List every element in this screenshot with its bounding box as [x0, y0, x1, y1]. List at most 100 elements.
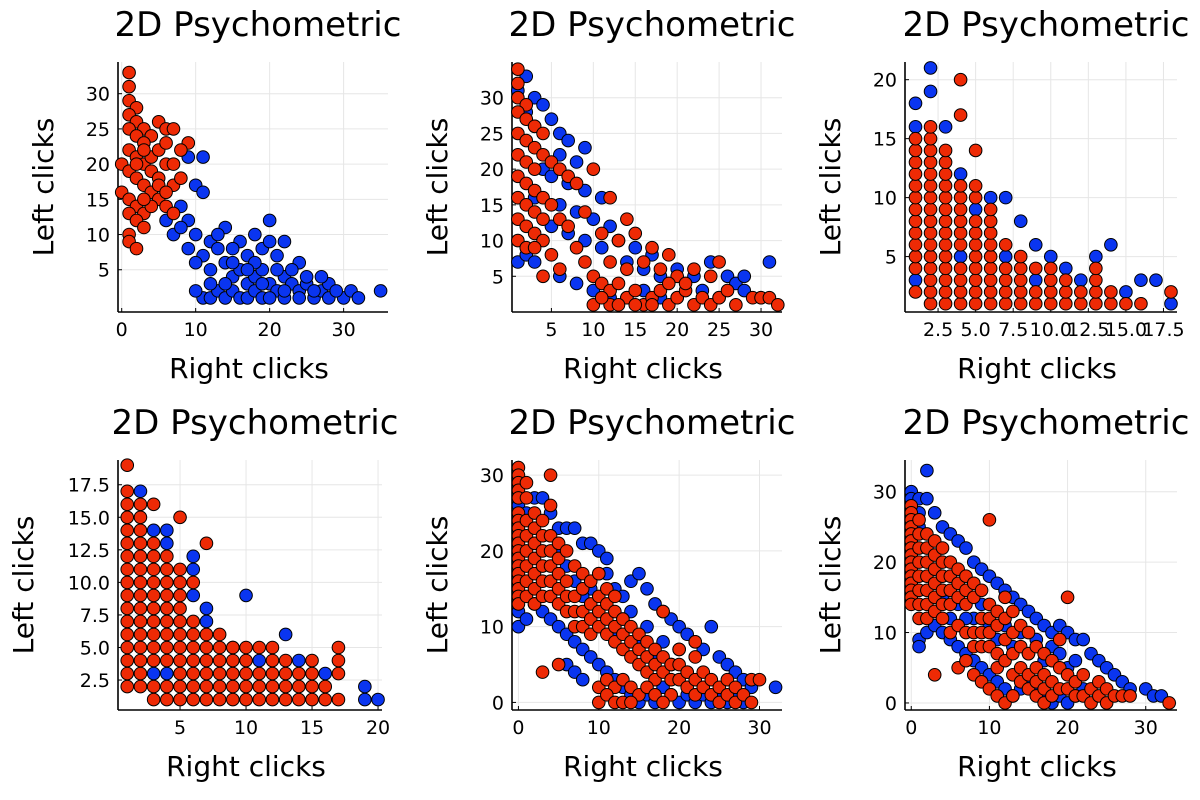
- data-point: [239, 666, 253, 681]
- data-point: [120, 575, 135, 590]
- data-point: [771, 298, 785, 312]
- data-point: [133, 562, 148, 577]
- data-point: [737, 269, 752, 284]
- data-point: [1006, 689, 1020, 703]
- data-point: [160, 666, 174, 681]
- data-point: [923, 167, 938, 181]
- data-point: [160, 523, 174, 538]
- data-point: [620, 262, 634, 276]
- data-point: [953, 273, 968, 287]
- data-point: [173, 614, 187, 629]
- data-point: [1013, 296, 1028, 311]
- data-point: [672, 642, 686, 657]
- data-point: [186, 666, 201, 681]
- data-point: [1013, 261, 1028, 276]
- y-axis-label: Left clicks: [814, 516, 847, 655]
- data-point: [1104, 237, 1118, 252]
- y-tick-label: 30: [86, 84, 110, 106]
- data-point: [983, 285, 998, 299]
- data-point: [196, 150, 210, 164]
- data-point: [912, 513, 926, 527]
- data-point: [122, 79, 136, 94]
- data-point: [927, 667, 942, 682]
- data-point: [923, 84, 938, 99]
- data-point: [908, 96, 923, 111]
- data-point: [252, 653, 267, 668]
- data-point: [923, 143, 938, 158]
- y-tick-label: 0: [492, 692, 504, 714]
- data-point: [998, 249, 1013, 264]
- data-point: [908, 120, 923, 134]
- data-point: [938, 167, 953, 181]
- data-point: [146, 692, 161, 707]
- data-point: [662, 248, 676, 262]
- data-point: [923, 249, 938, 264]
- data-point: [173, 562, 187, 577]
- data-point: [968, 214, 983, 228]
- data-point: [146, 575, 161, 590]
- data-point: [265, 679, 280, 694]
- data-point: [120, 497, 135, 512]
- data-point: [146, 601, 161, 616]
- data-point: [569, 240, 584, 255]
- y-tick-label: 30: [480, 465, 504, 487]
- data-point: [983, 296, 998, 311]
- data-point: [983, 226, 998, 240]
- data-point: [239, 588, 253, 603]
- data-point: [1089, 261, 1103, 276]
- data-point: [640, 581, 654, 596]
- y-tick-label: 5.0: [80, 638, 110, 660]
- data-point: [1028, 261, 1043, 276]
- data-point: [1134, 273, 1148, 287]
- data-point: [678, 276, 693, 291]
- data-point: [278, 692, 293, 707]
- data-point: [133, 510, 148, 525]
- data-point: [703, 269, 718, 284]
- data-point: [129, 157, 144, 171]
- data-point: [608, 589, 622, 604]
- data-point: [912, 639, 926, 654]
- x-tick-label: 10: [234, 717, 258, 739]
- data-point: [511, 76, 525, 91]
- data-point: [720, 283, 735, 298]
- data-point: [923, 131, 938, 146]
- x-tick-label: 30: [747, 717, 771, 739]
- data-point: [186, 679, 201, 694]
- data-point: [226, 640, 240, 655]
- data-point: [923, 179, 938, 193]
- data-point: [160, 640, 174, 655]
- data-point: [270, 262, 284, 277]
- data-point: [968, 179, 983, 193]
- y-tick-label: 5: [492, 266, 504, 288]
- data-point: [704, 619, 719, 634]
- y-tick-label: 25: [86, 119, 110, 141]
- data-point: [199, 640, 214, 655]
- data-point: [628, 226, 643, 241]
- data-point: [569, 176, 584, 191]
- data-point: [594, 226, 609, 241]
- data-point: [218, 277, 233, 291]
- data-point: [1013, 214, 1028, 228]
- data-point: [567, 521, 582, 535]
- data-point: [908, 202, 923, 217]
- data-point: [188, 284, 203, 298]
- data-point: [318, 679, 333, 694]
- data-point: [1058, 296, 1073, 311]
- data-point: [923, 155, 938, 170]
- data-point: [146, 562, 161, 577]
- data-point: [299, 269, 314, 284]
- data-point: [278, 627, 293, 642]
- data-point: [318, 666, 333, 681]
- data-point: [559, 544, 574, 558]
- data-point: [1021, 625, 1036, 640]
- series-2: [120, 458, 346, 707]
- data-point: [1149, 273, 1163, 287]
- data-point: [923, 285, 938, 299]
- data-point: [968, 143, 983, 158]
- data-point: [998, 190, 1013, 205]
- data-point: [527, 240, 542, 255]
- data-point: [173, 588, 187, 603]
- data-point: [159, 185, 173, 200]
- data-point: [953, 249, 968, 264]
- data-point: [1043, 296, 1058, 311]
